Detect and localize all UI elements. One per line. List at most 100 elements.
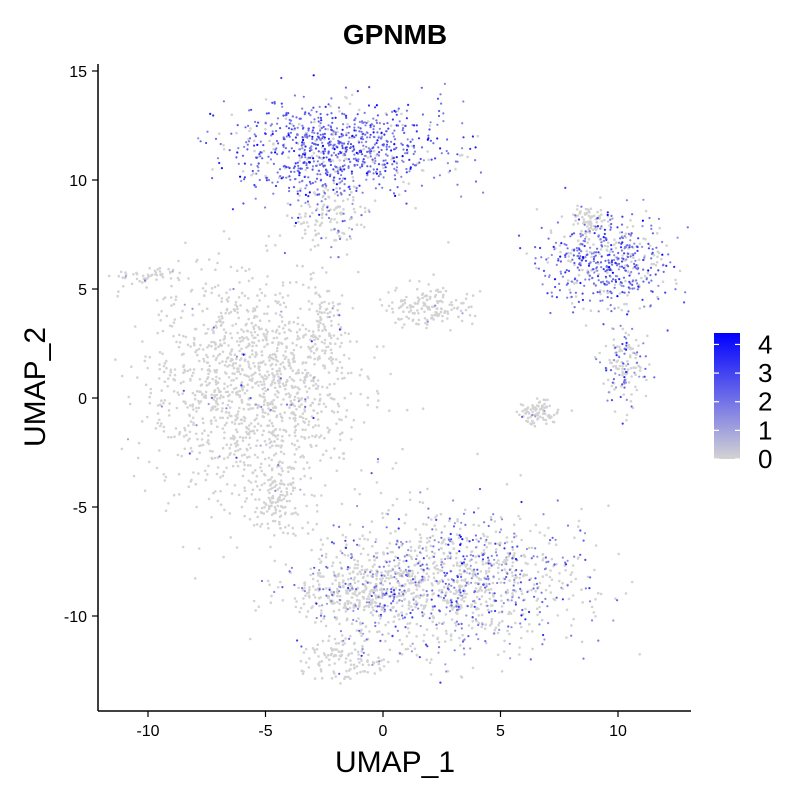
data-point bbox=[300, 403, 303, 406]
data-point bbox=[408, 575, 411, 578]
data-point bbox=[359, 670, 362, 674]
data-point bbox=[602, 289, 606, 293]
data-point bbox=[487, 524, 490, 528]
data-point bbox=[243, 176, 246, 179]
data-point bbox=[320, 311, 324, 315]
data-point bbox=[188, 452, 191, 455]
data-point bbox=[313, 648, 316, 652]
data-point bbox=[326, 206, 329, 209]
data-point bbox=[545, 561, 548, 564]
data-point bbox=[350, 577, 353, 580]
data-point bbox=[464, 523, 467, 527]
data-point bbox=[230, 132, 233, 135]
data-point bbox=[413, 150, 417, 153]
data-point bbox=[235, 546, 239, 549]
data-point bbox=[331, 117, 334, 120]
data-point bbox=[130, 365, 133, 369]
data-point bbox=[436, 288, 440, 292]
data-point bbox=[276, 488, 279, 491]
data-point bbox=[340, 294, 344, 297]
data-point bbox=[351, 307, 355, 310]
data-point bbox=[370, 520, 374, 523]
data-point bbox=[316, 411, 319, 415]
data-point bbox=[285, 381, 288, 384]
data-point bbox=[443, 311, 446, 315]
data-point bbox=[442, 596, 445, 600]
data-point bbox=[490, 610, 493, 613]
data-point bbox=[356, 90, 359, 93]
data-point bbox=[444, 582, 447, 585]
data-point bbox=[289, 170, 293, 173]
data-point bbox=[247, 297, 250, 300]
data-point bbox=[541, 553, 544, 556]
data-point bbox=[340, 418, 343, 422]
data-point bbox=[335, 206, 339, 209]
data-point bbox=[291, 138, 294, 141]
data-point bbox=[442, 562, 446, 565]
data-point bbox=[194, 482, 198, 486]
data-point bbox=[512, 584, 515, 587]
data-point bbox=[282, 327, 285, 330]
data-point bbox=[487, 577, 490, 580]
data-point bbox=[289, 366, 293, 370]
data-point bbox=[466, 567, 470, 571]
data-point bbox=[629, 234, 632, 237]
data-point bbox=[219, 142, 222, 146]
data-point bbox=[339, 655, 343, 658]
data-point bbox=[459, 535, 462, 538]
data-point bbox=[544, 556, 548, 559]
data-point bbox=[368, 601, 371, 604]
data-point bbox=[350, 651, 354, 655]
data-point bbox=[341, 220, 344, 223]
data-point bbox=[296, 439, 299, 443]
data-point bbox=[606, 378, 610, 382]
data-point bbox=[412, 591, 415, 595]
data-point bbox=[554, 538, 557, 541]
data-point bbox=[189, 345, 192, 348]
data-point bbox=[408, 158, 411, 161]
data-point bbox=[181, 392, 184, 395]
data-point bbox=[160, 405, 163, 408]
data-point bbox=[188, 413, 191, 417]
data-point bbox=[284, 147, 287, 150]
data-point bbox=[369, 152, 372, 155]
data-point bbox=[376, 556, 379, 559]
data-point bbox=[284, 430, 288, 433]
data-point bbox=[352, 185, 356, 188]
data-point bbox=[250, 493, 254, 496]
data-point bbox=[502, 560, 505, 564]
data-point bbox=[374, 604, 377, 608]
data-point bbox=[299, 222, 303, 226]
data-point bbox=[247, 408, 250, 411]
data-point bbox=[302, 336, 305, 339]
data-point bbox=[215, 383, 218, 386]
data-point bbox=[297, 167, 300, 170]
data-point bbox=[371, 606, 374, 609]
data-point bbox=[339, 630, 343, 633]
data-point bbox=[529, 529, 532, 533]
data-point bbox=[221, 316, 224, 320]
data-point bbox=[385, 592, 388, 595]
data-point bbox=[133, 325, 137, 328]
data-point bbox=[409, 304, 413, 308]
data-point bbox=[250, 349, 254, 352]
data-point bbox=[517, 596, 521, 599]
data-point bbox=[297, 164, 300, 167]
data-point bbox=[474, 180, 478, 183]
data-point bbox=[319, 315, 322, 319]
data-point bbox=[442, 551, 446, 555]
data-point bbox=[474, 146, 477, 149]
data-point bbox=[311, 434, 314, 438]
data-point bbox=[314, 193, 318, 197]
data-point bbox=[512, 523, 516, 527]
data-point bbox=[270, 151, 273, 154]
data-point bbox=[273, 440, 276, 443]
data-point bbox=[505, 556, 508, 559]
data-point bbox=[479, 537, 482, 540]
data-point bbox=[383, 610, 386, 613]
data-point bbox=[355, 340, 359, 343]
data-point bbox=[650, 257, 653, 260]
data-point bbox=[337, 574, 340, 578]
data-point bbox=[405, 109, 408, 112]
data-point bbox=[338, 159, 342, 162]
